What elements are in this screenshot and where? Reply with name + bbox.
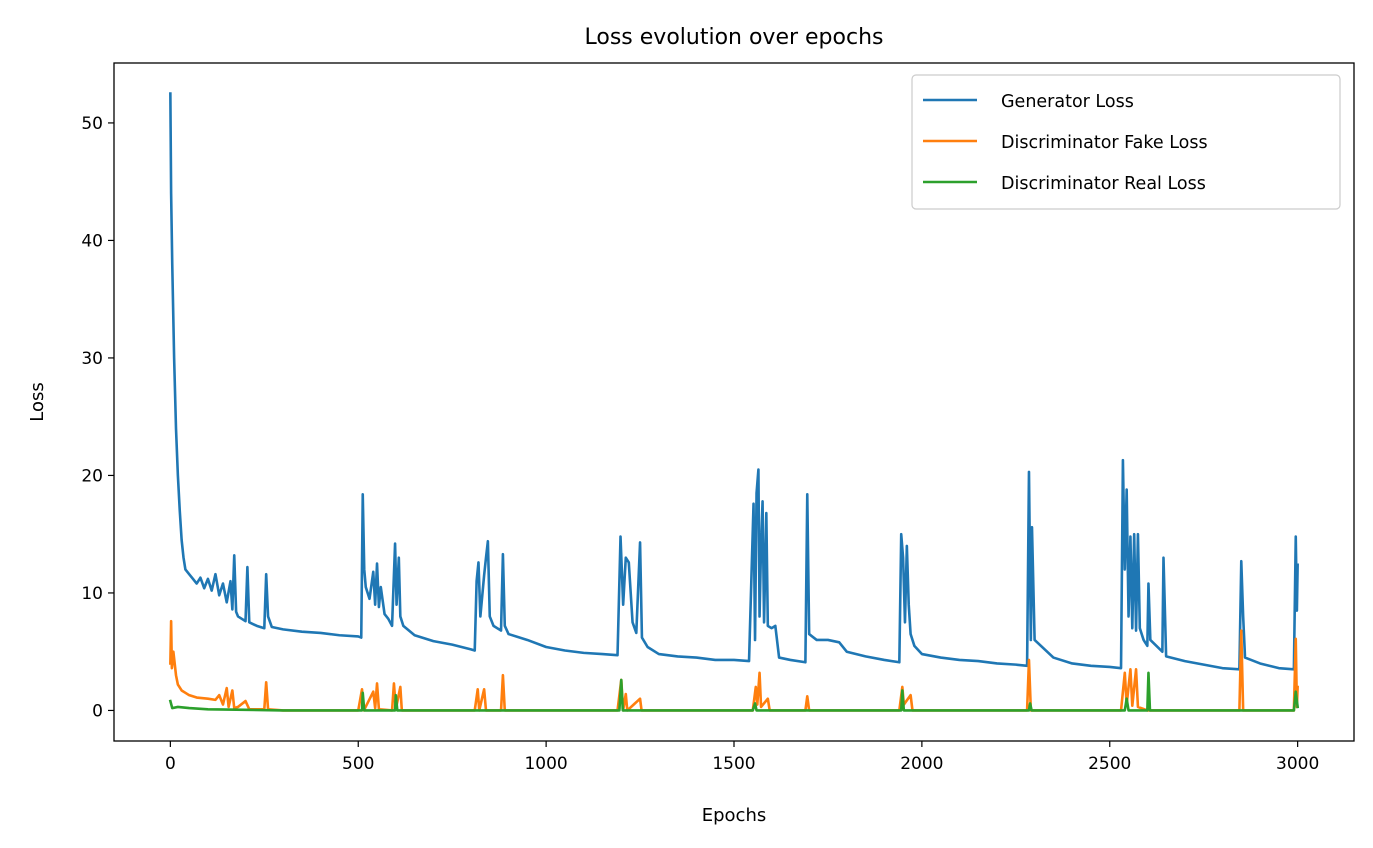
y-tick-label: 10 <box>81 584 103 604</box>
y-tick-label: 30 <box>81 349 103 369</box>
x-tick-label: 2500 <box>1088 754 1131 774</box>
legend-label-generator-loss: Generator Loss <box>1001 92 1134 112</box>
chart-title: Loss evolution over epochs <box>585 25 884 50</box>
y-axis-ticks: 0 10 20 30 40 50 <box>81 114 114 721</box>
legend-label-discriminator-real-loss: Discriminator Real Loss <box>1001 174 1206 194</box>
y-tick-label: 50 <box>81 114 103 134</box>
legend: Generator Loss Discriminator Fake Loss Dis… <box>911 74 1341 210</box>
y-tick-label: 0 <box>92 701 103 721</box>
legend-label-discriminator-fake-loss: Discriminator Fake Loss <box>1001 133 1208 153</box>
x-tick-label: 1000 <box>524 754 567 774</box>
y-axis-label: Loss <box>27 382 48 421</box>
y-tick-label: 40 <box>81 231 103 251</box>
x-tick-label: 2000 <box>900 754 943 774</box>
x-axis-label: Epochs <box>702 805 767 826</box>
x-tick-label: 500 <box>342 754 374 774</box>
series-line-discriminator-real-loss <box>168 671 1300 712</box>
x-tick-label: 0 <box>165 754 176 774</box>
x-axis-ticks: 0 500 1000 1500 2000 2500 3000 <box>165 741 1319 774</box>
x-tick-label: 1500 <box>712 754 755 774</box>
series-line-generator-loss <box>169 92 1299 671</box>
series-layer <box>168 92 1300 712</box>
y-tick-label: 20 <box>81 466 103 486</box>
legend-box <box>911 74 1341 210</box>
x-tick-label: 3000 <box>1276 754 1319 774</box>
